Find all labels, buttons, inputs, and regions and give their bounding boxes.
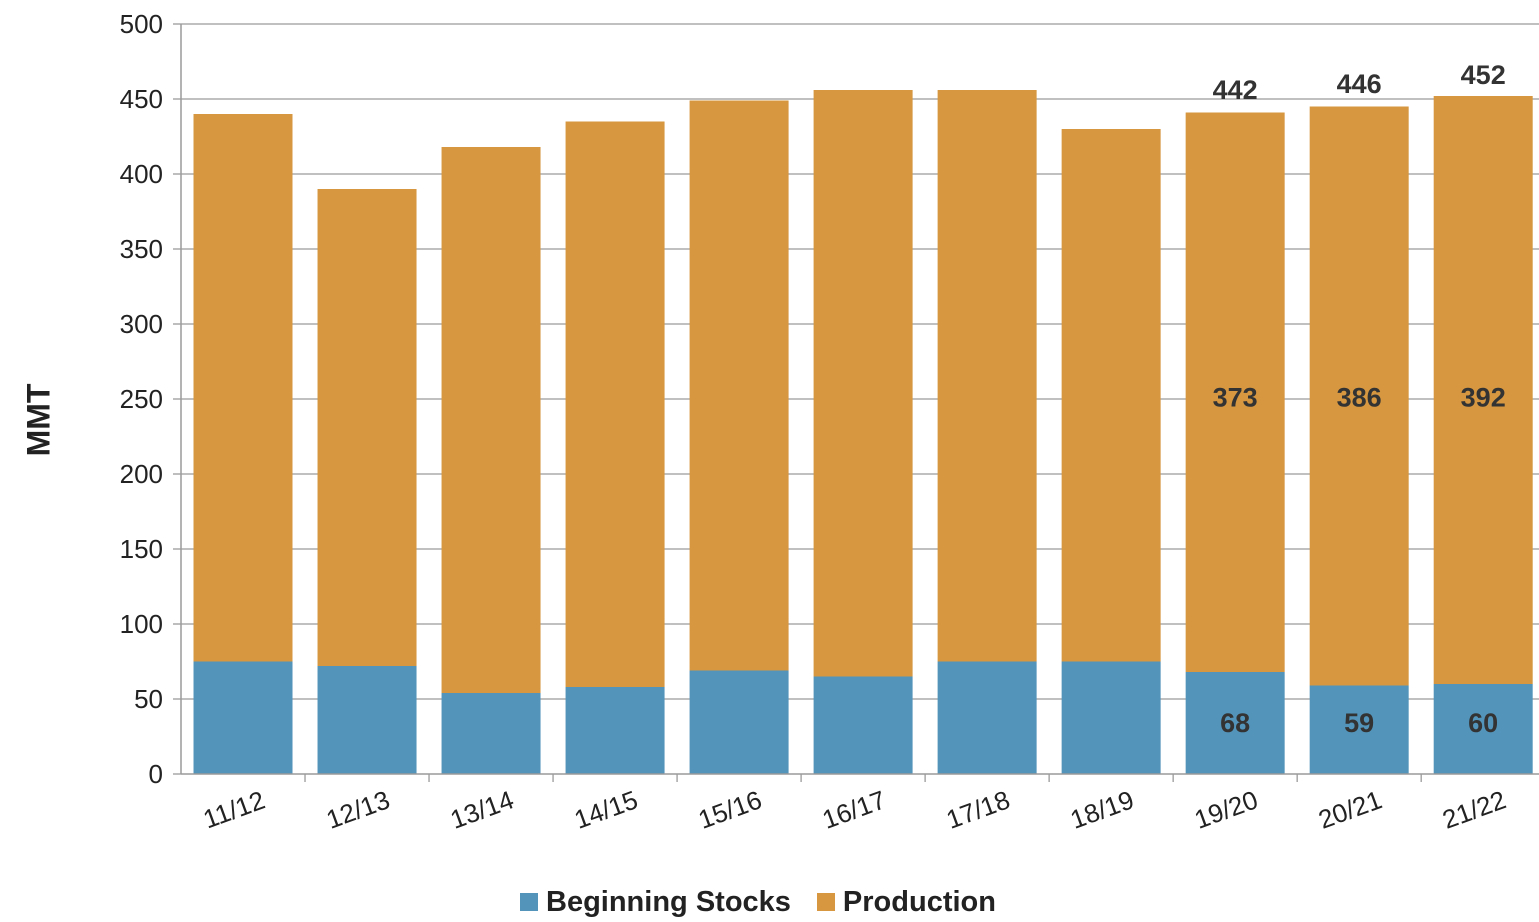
y-tick-label-250: 250 xyxy=(120,384,163,414)
bar-production-15-16 xyxy=(689,100,789,671)
data-label-total-21-22: 452 xyxy=(1461,60,1506,90)
data-label-stocks-20-21: 59 xyxy=(1344,708,1374,738)
legend-item-production: Production xyxy=(816,885,996,919)
y-tick-label-400: 400 xyxy=(120,159,163,189)
x-tick-label-20-21: 20/21 xyxy=(1314,784,1385,834)
bar-stocks-13-14 xyxy=(441,693,541,774)
legend-swatch-stocks xyxy=(520,893,538,911)
data-label-production-19-20: 373 xyxy=(1213,383,1258,413)
bar-production-21-22 xyxy=(1433,96,1533,684)
y-tick-label-50: 50 xyxy=(134,684,163,714)
legend-swatch-production xyxy=(816,893,835,911)
data-label-total-20-21: 446 xyxy=(1337,69,1382,99)
x-tick-label-14-15: 14/15 xyxy=(570,784,641,834)
bar-stocks-18-19 xyxy=(1061,661,1161,774)
bar-production-19-20 xyxy=(1185,112,1285,672)
y-tick-labels: 0 50 100 150 200 250 300 350 400 450 500 xyxy=(120,9,163,789)
bar-production-17-18 xyxy=(937,90,1037,662)
data-label-production-20-21: 386 xyxy=(1337,383,1382,413)
data-label-total-19-20: 442 xyxy=(1213,75,1258,105)
bar-production-13-14 xyxy=(441,147,541,693)
bar-stocks-11-12 xyxy=(193,661,293,774)
bar-production-12-13 xyxy=(317,189,417,666)
y-tick-label-350: 350 xyxy=(120,234,163,264)
bar-production-14-15 xyxy=(565,121,665,687)
bar-stocks-14-15 xyxy=(565,687,665,774)
y-tick-label-450: 450 xyxy=(120,84,163,114)
x-tick-label-16-17: 16/17 xyxy=(818,784,889,834)
x-tick-label-18-19: 18/19 xyxy=(1066,784,1137,834)
x-tick-label-15-16: 15/16 xyxy=(694,784,765,834)
x-tick-label-13-14: 13/14 xyxy=(446,784,517,834)
bar-stocks-16-17 xyxy=(813,676,913,774)
data-labels: 68 373 442 59 386 446 60 392 452 xyxy=(1213,60,1506,738)
y-axis-title: MMT xyxy=(14,330,64,510)
y-tick-label-200: 200 xyxy=(120,459,163,489)
x-tick-label-11-12: 11/12 xyxy=(199,785,269,835)
data-label-stocks-21-22: 60 xyxy=(1468,708,1498,738)
y-tick-label-100: 100 xyxy=(120,609,163,639)
bar-stocks-12-13 xyxy=(317,666,417,774)
y-tick-label-500: 500 xyxy=(120,9,163,39)
bar-stocks-15-16 xyxy=(689,670,789,774)
x-tick-label-19-20: 19/20 xyxy=(1190,784,1261,834)
bar-stocks-21-22 xyxy=(1433,684,1533,774)
x-tick-label-17-18: 17/18 xyxy=(942,784,1013,834)
x-tick-labels: 11/12 12/13 13/14 14/15 15/16 16/17 17/18 18/19… xyxy=(199,784,1510,834)
data-label-production-21-22: 392 xyxy=(1461,383,1506,413)
legend-label-production: Production xyxy=(842,885,996,918)
bars xyxy=(193,90,1533,774)
y-tick-label-0: 0 xyxy=(149,759,163,789)
legend-label-stocks: Beginning Stocks xyxy=(546,885,791,918)
axes xyxy=(173,23,1539,782)
bar-stocks-17-18 xyxy=(937,661,1037,774)
legend-item-stocks: Beginning Stocks xyxy=(520,886,791,919)
y-axis-title-text: MMT xyxy=(20,383,57,457)
bar-production-20-21 xyxy=(1309,106,1409,686)
bar-production-11-12 xyxy=(193,114,293,662)
y-tick-label-300: 300 xyxy=(120,309,163,339)
bar-production-18-19 xyxy=(1061,129,1161,662)
x-tick-label-12-13: 12/13 xyxy=(322,784,393,834)
x-tick-label-21-22: 21/22 xyxy=(1438,784,1509,834)
data-label-stocks-19-20: 68 xyxy=(1220,708,1250,738)
bar-stocks-20-21 xyxy=(1309,685,1409,774)
y-tick-label-150: 150 xyxy=(120,534,163,564)
legend: Beginning Stocks Production xyxy=(520,882,996,922)
bar-production-16-17 xyxy=(813,90,913,677)
bar-stocks-19-20 xyxy=(1185,672,1285,774)
